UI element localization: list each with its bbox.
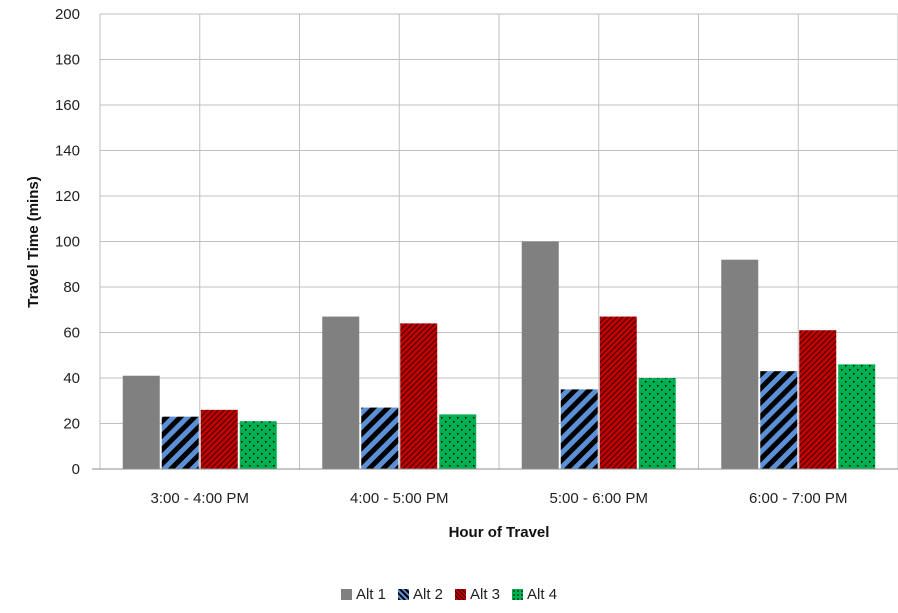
legend-label: Alt 2	[412, 585, 443, 603]
bar-alt-4	[239, 421, 277, 469]
bar-alt-2	[560, 389, 598, 469]
bar-alt-2	[361, 407, 399, 469]
y-tick-label: 60	[63, 325, 80, 342]
bar-chart: 0 20 40 60 80 100 120 140 160 180 200 3:00 - 4:00 P…	[25, 6, 898, 541]
x-tick-label: 5:00 - 6:00 PM	[550, 490, 648, 507]
y-tick-label: 40	[63, 370, 80, 387]
x-tick-label: 6:00 - 7:00 PM	[749, 490, 847, 507]
bar-alt-1	[122, 375, 160, 469]
bar-alt-1	[721, 259, 759, 469]
legend-swatch	[512, 588, 524, 600]
y-tick-label: 120	[55, 188, 80, 205]
legend-label: Alt 1	[355, 585, 386, 603]
y-tick-label: 200	[55, 6, 80, 23]
legend-swatch	[455, 588, 466, 600]
y-tick-label: 0	[72, 461, 80, 478]
legend-swatch	[340, 588, 352, 600]
legend-item: Alt 4	[512, 586, 557, 603]
legend-swatch	[397, 588, 409, 600]
y-tick-label: 80	[63, 279, 80, 296]
bar-alt-1	[521, 241, 559, 469]
gridlines	[99, 13, 898, 470]
legend-label: Alt 3	[470, 585, 501, 603]
bar-alt-4	[439, 414, 477, 469]
bar-alt-3	[400, 323, 438, 469]
y-tick-label: 20	[63, 416, 80, 433]
y-tick-label: 140	[55, 143, 80, 160]
bar-alt-4	[638, 378, 676, 469]
bar-alt-2	[760, 371, 798, 469]
bar-alt-3	[200, 409, 238, 469]
y-axis-title: Travel Time (mins)	[25, 176, 42, 307]
axes: 0 20 40 60 80 100 120 140 160 180 200 3:00 - 4:00 P…	[55, 6, 898, 507]
bar-alt-4	[838, 364, 876, 469]
legend: Alt 1 Alt 2 Alt 3 Alt 4	[0, 585, 898, 603]
y-tick-label: 100	[55, 234, 80, 251]
x-axis-title: Hour of Travel	[449, 524, 550, 541]
x-tick-label: 4:00 - 5:00 PM	[350, 490, 448, 507]
legend-item: Alt 2	[397, 585, 443, 603]
x-tick-label: 3:00 - 4:00 PM	[151, 490, 249, 507]
legend-item: Alt 1	[340, 585, 386, 603]
y-tick-label: 160	[55, 97, 80, 114]
bar-alt-3	[599, 316, 637, 469]
legend-label: Alt 4	[527, 585, 558, 603]
bar-alt-1	[322, 316, 360, 469]
legend-item: Alt 3	[455, 586, 500, 603]
bar-alt-3	[799, 330, 837, 469]
bar-alt-2	[161, 416, 199, 469]
bars-group	[122, 241, 876, 469]
y-tick-label: 180	[55, 52, 80, 69]
